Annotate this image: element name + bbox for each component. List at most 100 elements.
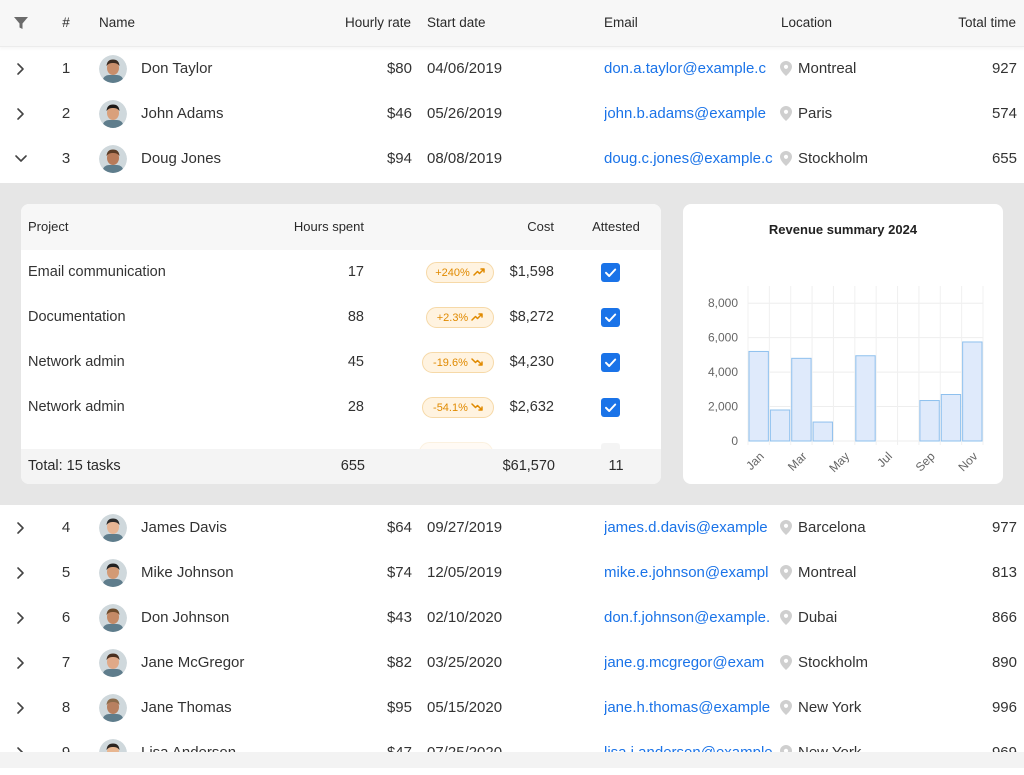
employee-name: Jane Thomas [141,699,232,716]
start-date: 05/15/2020 [427,699,503,716]
avatar [99,694,127,722]
task-row[interactable]: Documentation 88 +2.3% $8,272 [21,295,661,340]
table-row[interactable]: 7 Jane McGregor $82 03/25/2020 jane.g.mcgreg… [0,640,1024,685]
table-row[interactable]: 8 Jane Thomas $95 05/15/2020 jane.h.thomas@e… [0,685,1024,730]
table-row[interactable]: 6 Don Johnson $43 02/10/2020 don.f.johnson@e… [0,595,1024,640]
task-project: Network admin [28,399,125,415]
tasks-header: Project Hours spent Cost Attested [21,204,661,250]
filter-icon[interactable] [14,16,28,30]
employee-name: John Adams [141,105,224,122]
column-header-number[interactable]: # [62,15,70,30]
avatar [99,604,127,632]
chart-bar [748,350,769,442]
total-time: 890 [991,654,1017,671]
chevron-right-icon[interactable] [14,701,28,715]
chevron-right-icon[interactable] [14,107,28,121]
email-link[interactable]: john.b.adams@example [604,105,766,122]
location: Montreal [798,60,857,77]
column-header-cost[interactable]: Cost [527,219,554,234]
task-project: Email communication [28,264,166,280]
start-date: 03/25/2020 [427,654,503,671]
footer-attested: 11 [608,458,624,474]
x-tick-label: May [826,449,852,475]
hourly-rate: $46 [386,105,412,122]
start-date: 12/05/2019 [427,564,503,581]
email-link[interactable]: jane.h.thomas@example [604,699,771,716]
column-header-location[interactable]: Location [781,15,833,30]
email-link[interactable]: mike.e.johnson@exampl [604,564,769,581]
row-detail-panel: Project Hours spent Cost Attested Email … [0,183,1024,505]
chart-title: Revenue summary 2024 [768,222,918,237]
employee-name: Don Taylor [141,60,213,77]
hourly-rate: $43 [386,609,412,626]
attested-checkbox[interactable] [601,263,620,282]
column-header-hours[interactable]: Hours spent [293,219,364,234]
column-header-name[interactable]: Name [99,15,136,30]
email-link[interactable]: jane.g.mcgregor@exam [604,654,765,671]
x-tick-label: Nov [955,449,980,474]
task-project: Documentation [28,309,126,325]
table-row[interactable]: 2 John Adams $46 05/26/2019 john.b.adams@exa… [0,91,1024,136]
attested-checkbox[interactable] [601,353,620,372]
trend-badge: -19.6% [422,352,494,373]
email-link[interactable]: doug.c.jones@example.c [604,150,773,167]
table-row[interactable]: 3 Doug Jones $94 08/08/2019 doug.c.jones@exa… [0,136,1024,181]
email-link[interactable]: james.d.davis@example [604,519,768,536]
chevron-down-icon[interactable] [14,152,28,166]
task-cost: $8,272 [509,309,554,325]
y-tick-label: 4,000 [708,365,738,379]
location: Barcelona [798,519,866,536]
avatar [99,100,127,128]
email-link[interactable]: don.f.johnson@example. [604,609,771,626]
y-tick-label: 6,000 [708,331,738,345]
total-time: 813 [991,564,1017,581]
hourly-rate: $95 [386,699,412,716]
column-header-start-date[interactable]: Start date [427,15,486,30]
row-number: 1 [61,60,71,77]
attested-checkbox[interactable] [601,398,620,417]
chevron-right-icon[interactable] [14,521,28,535]
revenue-chart-card: Revenue summary 2024 0 2,000 4,000 6,000 8,0… [683,204,1003,484]
chevron-right-icon[interactable] [14,62,28,76]
chevron-right-icon[interactable] [14,566,28,580]
column-header-attested[interactable]: Attested [592,219,640,234]
location: Stockholm [798,654,869,671]
y-tick-label: 0 [731,434,738,448]
chevron-right-icon[interactable] [14,656,28,670]
task-row[interactable]: Network admin 28 -54.1% $2,632 [21,385,661,430]
location: Dubai [798,609,838,626]
task-row[interactable]: Network admin 45 -19.6% $4,230 [21,340,661,385]
table-row[interactable]: 5 Mike Johnson $74 12/05/2019 mike.e.johnson… [0,550,1024,595]
avatar [99,145,127,173]
location: Stockholm [798,150,869,167]
task-project: Network admin [28,354,125,370]
trend-badge: +240% [426,262,494,283]
location-pin-icon [780,520,792,535]
x-tick-label: Sep [913,449,938,474]
column-header-total-time[interactable]: Total time [958,15,1016,30]
total-time: 977 [991,519,1017,536]
column-header-email[interactable]: Email [604,15,638,30]
avatar [99,559,127,587]
footer-total-tasks: Total: 15 tasks [28,458,121,474]
task-hours: 17 [347,264,364,280]
table-row[interactable]: 1 Don Taylor $80 04/06/2019 don.a.taylor@exa… [0,46,1024,91]
hourly-rate: $74 [386,564,412,581]
trend-badge: +2.3% [426,307,494,328]
location: Paris [798,105,833,122]
attested-checkbox[interactable] [601,308,620,327]
start-date: 04/06/2019 [427,60,503,77]
avatar [99,55,127,83]
chevron-right-icon[interactable] [14,611,28,625]
employee-name: Mike Johnson [141,564,234,581]
avatar [99,514,127,542]
task-row[interactable]: Email communication 17 +240% $1,598 [21,250,661,295]
x-tick-label: Mar [785,449,810,474]
table-row[interactable]: 4 James Davis $64 09/27/2019 james.d.davis@e… [0,505,1024,550]
total-time: 927 [991,60,1017,77]
hourly-rate: $94 [386,150,412,167]
email-link[interactable]: don.a.taylor@example.c [604,60,766,77]
start-date: 09/27/2019 [427,519,503,536]
column-header-hourly-rate[interactable]: Hourly rate [344,15,411,30]
column-header-project[interactable]: Project [28,219,69,234]
